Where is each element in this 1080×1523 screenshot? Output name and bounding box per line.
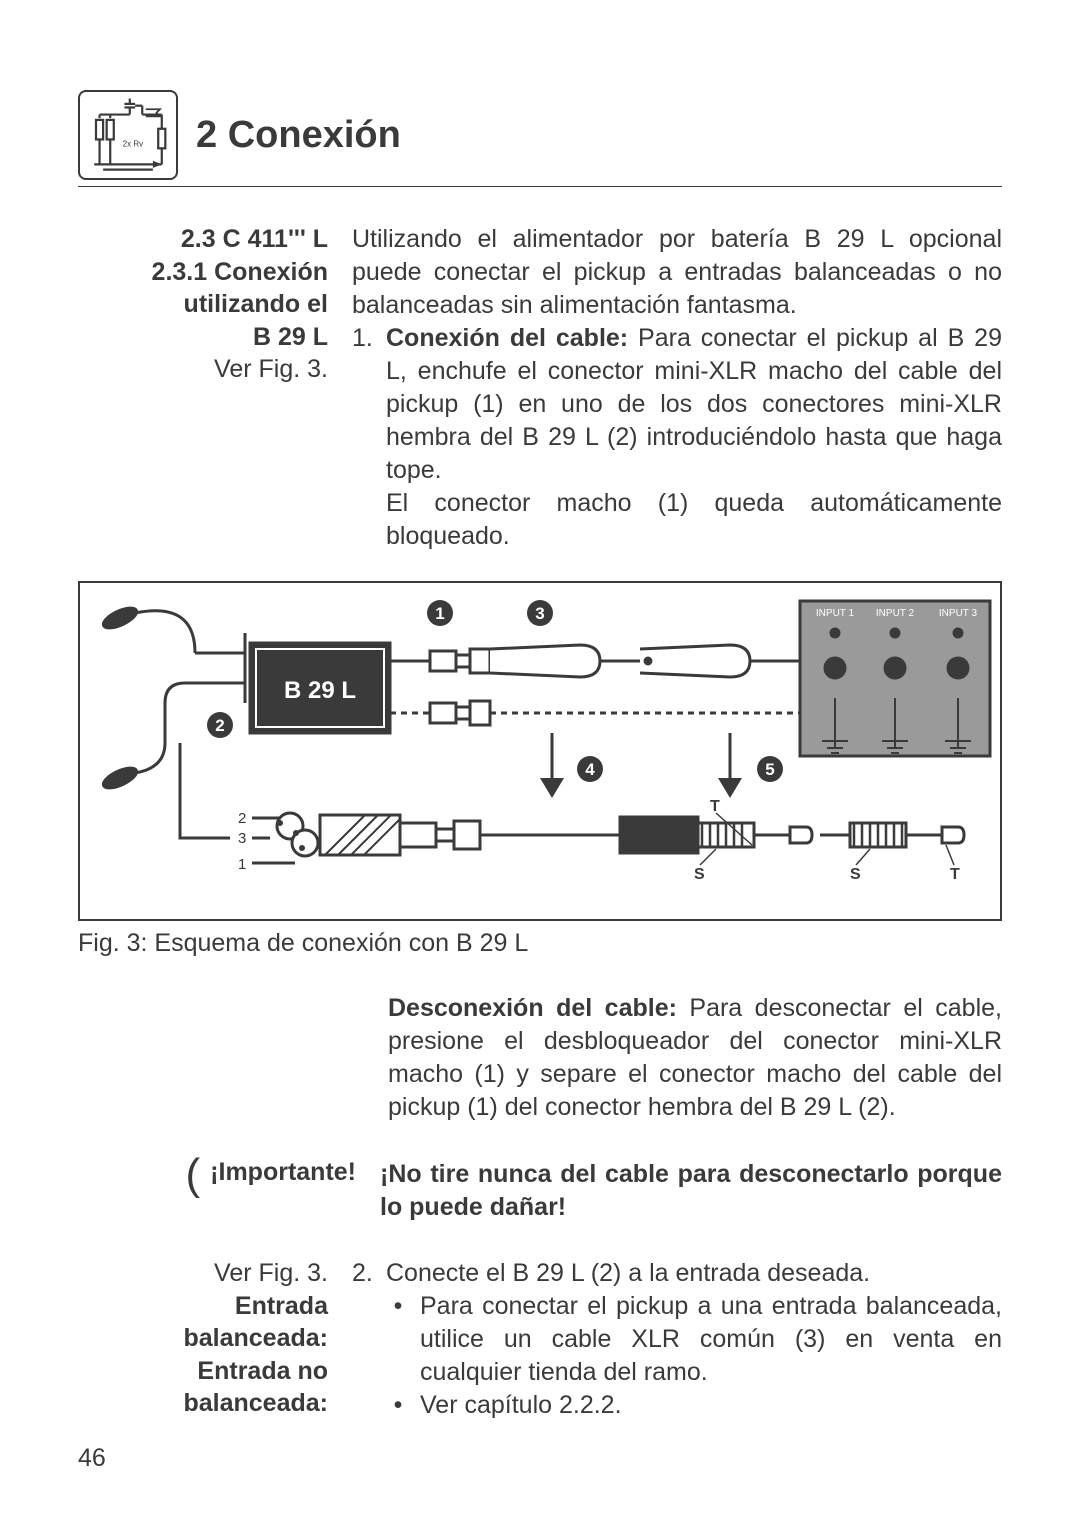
heading-2-3-1-b: utilizando el xyxy=(78,288,328,321)
disconnect-block: Desconexión del cable: Para desconectar … xyxy=(78,992,1002,1124)
bullet-2-text: Ver capítulo 2.2.2. xyxy=(420,1389,1002,1422)
label-unbalanced-b: balanceada: xyxy=(78,1387,328,1420)
label-unbalanced-a: Entrada no xyxy=(78,1355,328,1388)
section-left-labels: 2.3 C 411''' L 2.3.1 Conexión utilizando… xyxy=(78,223,328,553)
section-step2: Ver Fig. 3. Entrada balanceada: Entrada … xyxy=(78,1257,1002,1422)
warning-label: ¡Importante! xyxy=(210,1158,356,1187)
step-2: 2. Conecte el B 29 L (2) a la entrada de… xyxy=(352,1257,1002,1422)
warning-left: ( ¡Importante! xyxy=(78,1158,356,1223)
step-2-text: Conecte el B 29 L (2) a la entrada desea… xyxy=(386,1257,1002,1290)
warning-paren-icon: ( xyxy=(186,1162,201,1188)
bullet-2: • Ver capítulo 2.2.2. xyxy=(386,1389,1002,1422)
heading-2-3: 2.3 C 411''' L xyxy=(78,223,328,256)
svg-text:INPUT 2: INPUT 2 xyxy=(876,608,915,619)
b29l-label: B 29 L xyxy=(284,677,356,704)
step-1-extra: El conector macho (1) queda automáticame… xyxy=(386,487,1002,553)
see-fig-3: Ver Fig. 3. xyxy=(78,353,328,386)
bullet-1: • Para conectar el pickup a una entrada … xyxy=(386,1290,1002,1389)
header-schematic-icon: 2x Rv xyxy=(78,90,178,180)
svg-text:S: S xyxy=(850,866,861,883)
figure-3-caption: Fig. 3: Esquema de conexión con B 29 L xyxy=(78,929,1002,958)
section-right-body: Utilizando el alimentador por batería B … xyxy=(352,223,1002,553)
svg-text:1: 1 xyxy=(435,604,444,623)
figure-3: B 29 L INPUT 1 INPUT 2 xyxy=(78,581,1002,921)
svg-text:2: 2 xyxy=(215,716,224,735)
chapter-title: 2 Conexión xyxy=(196,114,401,157)
step-1-body: Conexión del cable: Para conectar el pic… xyxy=(386,322,1002,553)
disconnect-bold: Desconexión del cable: xyxy=(388,994,677,1022)
svg-text:INPUT 1: INPUT 1 xyxy=(816,608,855,619)
section2-right: 2. Conecte el B 29 L (2) a la entrada de… xyxy=(352,1257,1002,1422)
page-number: 46 xyxy=(78,1444,106,1473)
svg-text:2: 2 xyxy=(238,810,246,827)
chapter-header: 2x Rv 2 Conexión xyxy=(78,90,1002,187)
label-balanced-a: Entrada xyxy=(78,1290,328,1323)
svg-text:3: 3 xyxy=(535,604,544,623)
svg-text:5: 5 xyxy=(765,760,774,779)
icon-label: 2x Rv xyxy=(123,140,143,149)
chapter-num: 2 xyxy=(196,114,217,156)
bullet-dot-icon: • xyxy=(386,1290,410,1389)
step-1: 1. Conexión del cable: Para conectar el … xyxy=(352,322,1002,553)
disconnect-body: Desconexión del cable: Para desconectar … xyxy=(352,992,1002,1124)
intro-paragraph: Utilizando el alimentador por batería B … xyxy=(352,223,1002,322)
svg-text:3: 3 xyxy=(238,830,246,847)
svg-text:T: T xyxy=(710,798,720,815)
label-balanced-b: balanceada: xyxy=(78,1322,328,1355)
warning-right: ¡No tire nunca del cable para desconecta… xyxy=(380,1158,1002,1223)
disconnect-left-empty xyxy=(78,992,328,1124)
step-2-body: Conecte el B 29 L (2) a la entrada desea… xyxy=(386,1257,1002,1422)
step-1-bold: Conexión del cable: xyxy=(386,324,628,352)
section2-left: Ver Fig. 3. Entrada balanceada: Entrada … xyxy=(78,1257,328,1422)
step-1-num: 1. xyxy=(352,322,376,553)
step-2-num: 2. xyxy=(352,1257,376,1422)
bullet-1-text: Para conectar el pickup a una entrada ba… xyxy=(420,1290,1002,1389)
svg-text:T: T xyxy=(950,866,960,883)
heading-2-3-1-c: B 29 L xyxy=(78,321,328,354)
svg-text:S: S xyxy=(694,866,705,883)
see-fig-3-b: Ver Fig. 3. xyxy=(78,1257,328,1290)
section-2-3: 2.3 C 411''' L 2.3.1 Conexión utilizando… xyxy=(78,223,1002,553)
svg-text:4: 4 xyxy=(585,760,595,779)
warning-block: ( ¡Importante! ¡No tire nunca del cable … xyxy=(78,1158,1002,1223)
heading-2-3-1-a: 2.3.1 Conexión xyxy=(78,256,328,289)
svg-text:INPUT 3: INPUT 3 xyxy=(939,608,978,619)
svg-text:1: 1 xyxy=(238,856,246,873)
bullet-dot-icon: • xyxy=(386,1389,410,1422)
